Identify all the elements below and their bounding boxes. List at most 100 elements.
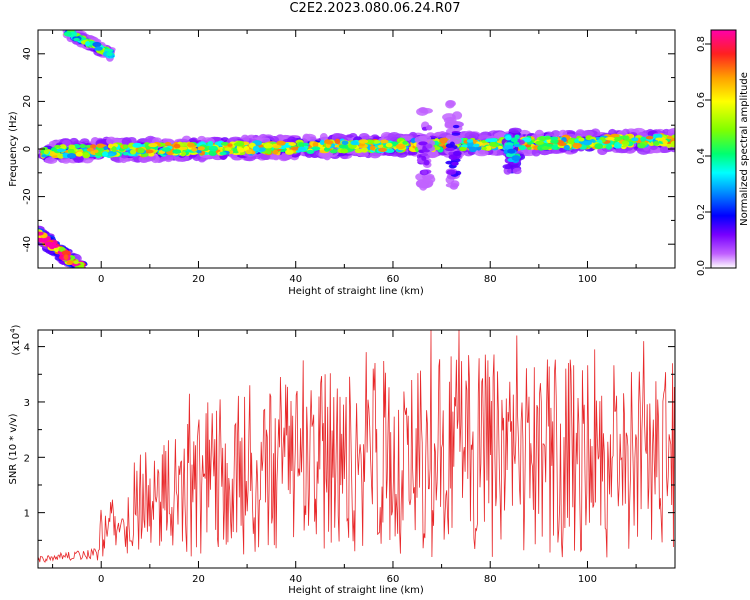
spectral-blob xyxy=(385,148,395,154)
spectral-blob xyxy=(306,149,315,154)
spectral-blob xyxy=(288,142,297,146)
spectral-blob xyxy=(395,143,406,150)
spectral-blob xyxy=(489,138,498,143)
spectral-blob xyxy=(260,137,271,143)
y-tick-label: 2 xyxy=(24,453,30,464)
spectral-blob xyxy=(208,150,218,156)
spectral-blob xyxy=(563,144,570,151)
spectral-blob xyxy=(97,147,105,152)
spectral-blob xyxy=(372,140,381,144)
spectral-blob xyxy=(208,145,218,152)
spectral-blob xyxy=(513,143,521,148)
spectral-blob xyxy=(42,146,48,151)
spectral-blob xyxy=(423,159,430,166)
spectral-blob xyxy=(63,254,69,261)
spectral-blob xyxy=(227,143,233,147)
spectral-blob xyxy=(93,149,99,154)
y-tick-label: 4 xyxy=(24,343,30,354)
spectral-blob xyxy=(325,140,334,145)
spectral-blob xyxy=(582,140,592,146)
spectral-blob xyxy=(334,138,341,145)
spectral-blob xyxy=(269,154,280,160)
spectral-blob xyxy=(512,167,522,175)
spectral-blob xyxy=(102,151,109,157)
x-tick-label: 60 xyxy=(387,274,400,285)
spectral-blob xyxy=(631,137,639,142)
spectral-blob xyxy=(605,137,615,141)
spectral-blob xyxy=(79,144,86,149)
spectral-blob xyxy=(594,143,604,150)
spectral-blob xyxy=(80,267,84,268)
spectral-blob xyxy=(66,152,77,159)
colorbar-tick-label: 0.4 xyxy=(696,148,707,164)
spectral-blob xyxy=(433,146,441,151)
spectral-blob xyxy=(619,135,630,140)
spectral-blob xyxy=(86,147,94,152)
feature-vertical-streak xyxy=(414,106,436,191)
spectral-blob xyxy=(44,157,58,164)
spectral-blob xyxy=(448,154,458,161)
spectrogram-axes: 0 20 40 60 80 100 -40 -20 0 20 40 xyxy=(22,29,675,285)
spectral-blob xyxy=(667,127,675,137)
spectral-blob xyxy=(645,135,654,140)
x-tick-label: 100 xyxy=(578,574,597,585)
spectral-blob xyxy=(360,147,369,153)
colorbar: 0.0 0.2 0.4 0.6 0.8 Normalized spectral ampl… xyxy=(696,29,750,276)
spectral-blob xyxy=(445,143,454,148)
spectral-blob xyxy=(421,169,428,175)
spectral-blob xyxy=(446,169,457,175)
spectral-blob xyxy=(425,125,433,131)
snr-axes: 0 20 40 60 80 100 1 2 3 4 xyxy=(24,330,675,585)
x-tick-label: 40 xyxy=(289,274,302,285)
spectral-blob xyxy=(510,137,518,143)
spectral-blob xyxy=(38,231,44,236)
spectral-blob xyxy=(105,153,115,157)
spectral-blob xyxy=(466,139,474,143)
spectral-blob xyxy=(329,148,338,154)
spectral-blob xyxy=(148,142,158,148)
spectral-blob xyxy=(666,143,672,148)
spectral-blob xyxy=(612,136,623,141)
spectral-blob xyxy=(637,143,646,149)
spectral-blob xyxy=(550,139,559,144)
spectral-blob xyxy=(319,133,328,142)
spectral-blob xyxy=(187,142,195,148)
spectral-blob xyxy=(468,146,478,153)
spectral-blob xyxy=(122,151,129,156)
colorbar-tick-label: 0.2 xyxy=(696,204,707,220)
spectral-blob xyxy=(48,140,58,147)
spectral-blob xyxy=(652,141,660,146)
snr-panel: 0 20 40 60 80 100 1 2 3 4 Height of straight line… xyxy=(8,324,676,596)
spectral-blob xyxy=(96,143,105,149)
spectral-blob xyxy=(582,130,594,137)
spectral-blob xyxy=(272,145,282,149)
spectral-blob xyxy=(350,140,359,146)
spectral-blob xyxy=(298,142,305,148)
spectral-blob xyxy=(422,175,436,184)
spectral-blob xyxy=(172,149,182,154)
colorbar-tick-label: 0.8 xyxy=(696,36,707,52)
spectral-blob xyxy=(464,131,478,140)
spectral-blob xyxy=(514,134,520,139)
spectral-blob xyxy=(666,135,673,140)
spectral-blob xyxy=(485,145,492,151)
spectral-blob xyxy=(258,147,266,152)
x-tick-label: 0 xyxy=(98,574,104,585)
spectrogram-xlabel: Height of straight line (km) xyxy=(288,286,424,297)
colorbar-ticks: 0.0 0.2 0.4 0.6 0.8 xyxy=(696,36,711,276)
spectral-blob xyxy=(452,124,460,129)
spectral-blob xyxy=(161,147,172,152)
y-tick-label: -20 xyxy=(22,188,33,204)
snr-xlabel: Height of straight line (km) xyxy=(288,585,424,596)
spectral-blob xyxy=(263,143,273,149)
spectral-blob xyxy=(402,140,408,145)
x-tick-label: 80 xyxy=(484,274,497,285)
spectrogram-ylabel: Frequency (Hz) xyxy=(8,111,19,187)
spectral-blob xyxy=(69,137,79,146)
spectral-blob xyxy=(438,137,449,144)
spectral-blob xyxy=(659,145,669,153)
x-tick-label: 0 xyxy=(98,274,104,285)
spectral-blob xyxy=(245,149,253,155)
spectral-blob xyxy=(451,132,461,136)
colorbar-label: Normalized spectral amplitude xyxy=(739,72,750,226)
